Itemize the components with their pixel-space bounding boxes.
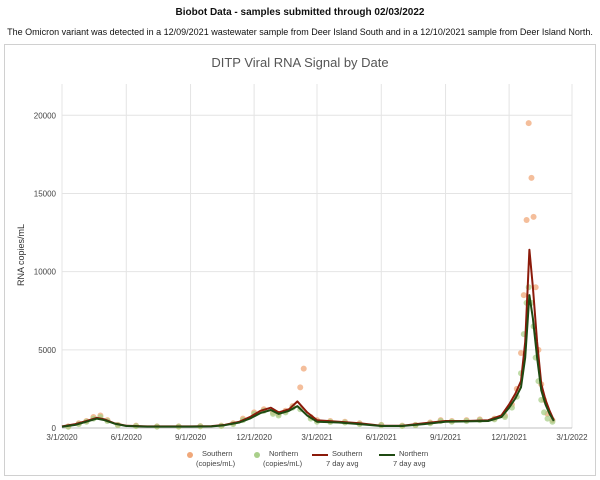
avg-line-northern	[61, 294, 555, 428]
grid	[61, 84, 573, 429]
x-tick-label: 9/1/2021	[430, 433, 462, 442]
data-point-southern	[520, 292, 527, 299]
data-point-southern	[518, 349, 524, 356]
data-point-southern	[530, 213, 537, 220]
data-point-northern	[544, 415, 551, 422]
avg-lines	[61, 248, 555, 428]
y-tick-label: 10000	[34, 268, 57, 277]
data-point-southern	[297, 384, 304, 391]
legend-label-sub: (copies/mL)	[196, 459, 236, 468]
y-tick-label: 5000	[38, 346, 56, 355]
legend-label: Northern	[399, 449, 428, 458]
page-subtitle: The Omicron variant was detected in a 12…	[7, 27, 593, 37]
chart-title: DITP Viral RNA Signal by Date	[211, 55, 388, 70]
x-tick-label: 3/1/2021	[301, 433, 333, 442]
x-tick-label: 9/1/2020	[175, 433, 207, 442]
data-point-southern	[523, 217, 530, 224]
data-point-southern	[528, 174, 535, 181]
y-tick-label: 20000	[34, 111, 57, 120]
legend-label: Southern	[332, 449, 362, 458]
legend-label-sub: 7 day avg	[326, 459, 359, 468]
avg-line-southern	[61, 248, 555, 428]
y-tick-label: 0	[52, 424, 57, 433]
legend-label: Northern	[269, 449, 298, 458]
data-point-northern	[541, 409, 548, 416]
x-tick-label: 12/1/2021	[491, 433, 527, 442]
legend-label-sub: (copies/mL)	[263, 459, 303, 468]
legend-label-sub: 7 day avg	[393, 459, 426, 468]
legend-label: Southern	[202, 449, 232, 458]
data-point-southern	[300, 365, 307, 372]
legend-marker	[187, 452, 193, 458]
legend-marker	[254, 452, 260, 458]
legend: Southern(copies/mL)Northern(copies/mL)So…	[187, 449, 428, 468]
y-axis-label: RNA copies/mL	[16, 224, 26, 286]
x-tick-label: 6/1/2020	[111, 433, 143, 442]
data-point-southern	[532, 284, 539, 291]
x-tick-label: 3/1/2020	[46, 433, 78, 442]
page-title: Biobot Data - samples submitted through …	[175, 7, 425, 18]
x-tick-label: 12/1/2020	[236, 433, 272, 442]
axis-ticks: 0 5000 10000 15000 20000 3/1/2020 6/1/2020 9/1/…	[34, 111, 588, 442]
data-point-southern	[525, 120, 532, 127]
x-tick-label: 6/1/2021	[366, 433, 398, 442]
y-tick-label: 15000	[34, 189, 57, 198]
x-tick-label: 3/1/2022	[556, 433, 588, 442]
data-points	[65, 120, 556, 430]
